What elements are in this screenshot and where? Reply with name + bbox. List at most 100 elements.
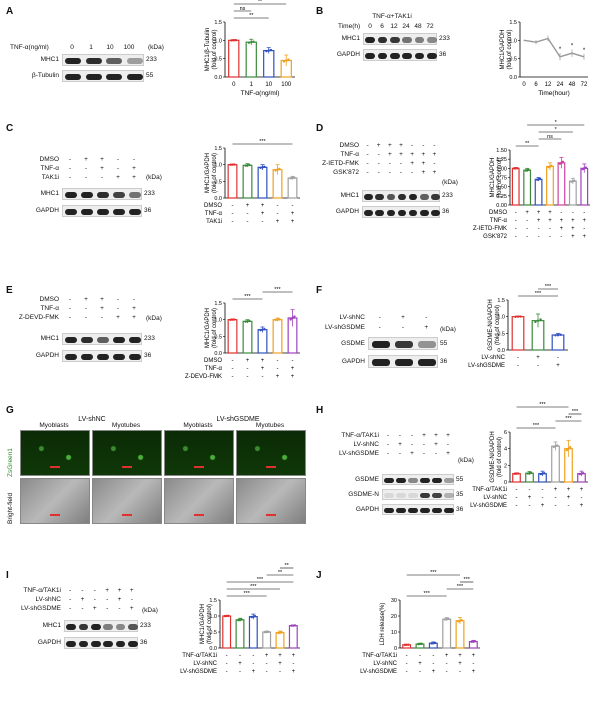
treat-sign: - [446, 669, 448, 675]
h-treat-sign: + [446, 450, 450, 457]
sig-label: *** [535, 291, 542, 297]
treat-sign: - [555, 503, 557, 509]
kda-value: 36 [456, 505, 464, 513]
y-tick-label: 0.00 [496, 203, 507, 209]
treat-label: DMSO [489, 210, 507, 216]
treat-sign: - [583, 226, 585, 232]
blot-band [384, 492, 394, 499]
h-treat-sign: - [422, 441, 426, 448]
x-tick-label: 24 [557, 82, 564, 88]
treat-sign: - [515, 226, 517, 232]
e-treat-sign: - [100, 314, 104, 321]
data-point [244, 164, 247, 167]
y-tick-label: 1.5 [214, 301, 222, 307]
h-treat-sign: + [422, 432, 426, 439]
data-point [573, 179, 576, 182]
h-treat-sign: - [386, 432, 390, 439]
h-treat-sign: + [410, 450, 414, 457]
kda-header: (kDa) [146, 174, 162, 181]
h-treat-label: TNF-α/TAK1i [341, 432, 379, 439]
kda-value: 233 [146, 56, 157, 63]
c-treat-sign: + [132, 165, 136, 172]
d-treat-sign: + [387, 151, 392, 158]
data-point [230, 39, 233, 42]
y-tick-label: 1.0 [214, 38, 222, 44]
y-axis-label: GSDME-N/GAPDH [490, 431, 496, 482]
sig-label: * [555, 120, 558, 126]
sig-label: ** [285, 563, 290, 569]
i-treat-sign: - [106, 605, 109, 612]
kda-header: (kDa) [458, 457, 474, 464]
data-point [433, 641, 437, 645]
header-value: 100 [123, 44, 135, 51]
y-tick-label: 0.0 [214, 75, 222, 81]
treat-sign: + [556, 363, 560, 369]
chart-A: 0.00.51.01.5**ns***MHC1/β-Tubulin(fold o… [205, 0, 295, 97]
blot-row-GAPDH [62, 350, 142, 362]
d-treat-sign: - [388, 169, 391, 176]
treat-sign: - [516, 487, 518, 493]
c-treat-sign: - [68, 156, 72, 163]
blot-band [396, 492, 406, 499]
e-treat-sign: - [68, 305, 72, 312]
blot-band [375, 194, 384, 200]
bar [568, 180, 577, 206]
data-point [561, 160, 565, 164]
y-tick-label: 6 [504, 430, 507, 436]
blot-band [432, 507, 442, 514]
y-tick-label: 1.5 [214, 20, 222, 26]
c-treat-label: TAK1i [41, 174, 59, 181]
treat-sign: - [252, 661, 254, 667]
treat-label: TNF-α [490, 218, 508, 224]
kda-header: (kDa) [146, 315, 162, 322]
y-tick-label: 0.5 [214, 57, 222, 63]
blot-band [395, 359, 413, 366]
blot-row-MHC1 [62, 54, 144, 66]
data-point [534, 320, 537, 324]
e-treat-sign: + [84, 296, 88, 303]
treat-sign: + [276, 219, 280, 225]
bar [551, 334, 565, 351]
treat-sign: - [557, 355, 559, 361]
i-treat-sign: - [69, 596, 72, 603]
data-point [244, 320, 247, 323]
treat-label: LV-shNC [193, 661, 217, 667]
blot-band [395, 341, 413, 348]
data-point [274, 169, 277, 172]
treat-sign: - [529, 487, 531, 493]
y-axis-label: (fold of control) [497, 437, 503, 477]
treat-sign: - [266, 669, 268, 675]
scale-bar [122, 514, 132, 516]
e-treat-sign: + [116, 314, 120, 321]
blot-band [384, 477, 394, 484]
kda-header: (kDa) [148, 44, 164, 51]
blot-band [78, 624, 89, 630]
y-tick-label: 0.5 [209, 630, 217, 636]
bar [242, 320, 253, 354]
i-treat-sign: + [129, 587, 134, 594]
header-value: 1 [89, 44, 93, 51]
data-point [529, 471, 533, 475]
y-axis-label: (fold of control) [507, 29, 513, 69]
blot-label: GAPDH [341, 357, 365, 365]
e-treat-sign: + [100, 305, 104, 312]
bar [248, 616, 258, 649]
treat-sign: - [432, 661, 434, 667]
data-point [515, 167, 519, 170]
micrograph-zsgreen [164, 430, 234, 476]
treat-sign: - [560, 234, 562, 240]
micrograph-zsgreen [236, 430, 306, 476]
blot-row-GAPDH [368, 355, 438, 368]
blot-band [420, 194, 429, 200]
blot-label: GAPDH [35, 352, 59, 359]
blot-band [65, 74, 82, 80]
x-tick-label: 48 [569, 82, 576, 88]
data-point [292, 624, 295, 627]
sig-label: *** [457, 584, 464, 590]
y-tick-label: 1.5 [497, 298, 505, 304]
blot-band [128, 209, 142, 215]
e-treat-sign: + [132, 305, 136, 312]
e-treat-sign: - [132, 296, 136, 303]
y-tick-label: 0 [504, 480, 507, 486]
y-axis-label: (fold of control) [207, 604, 213, 644]
